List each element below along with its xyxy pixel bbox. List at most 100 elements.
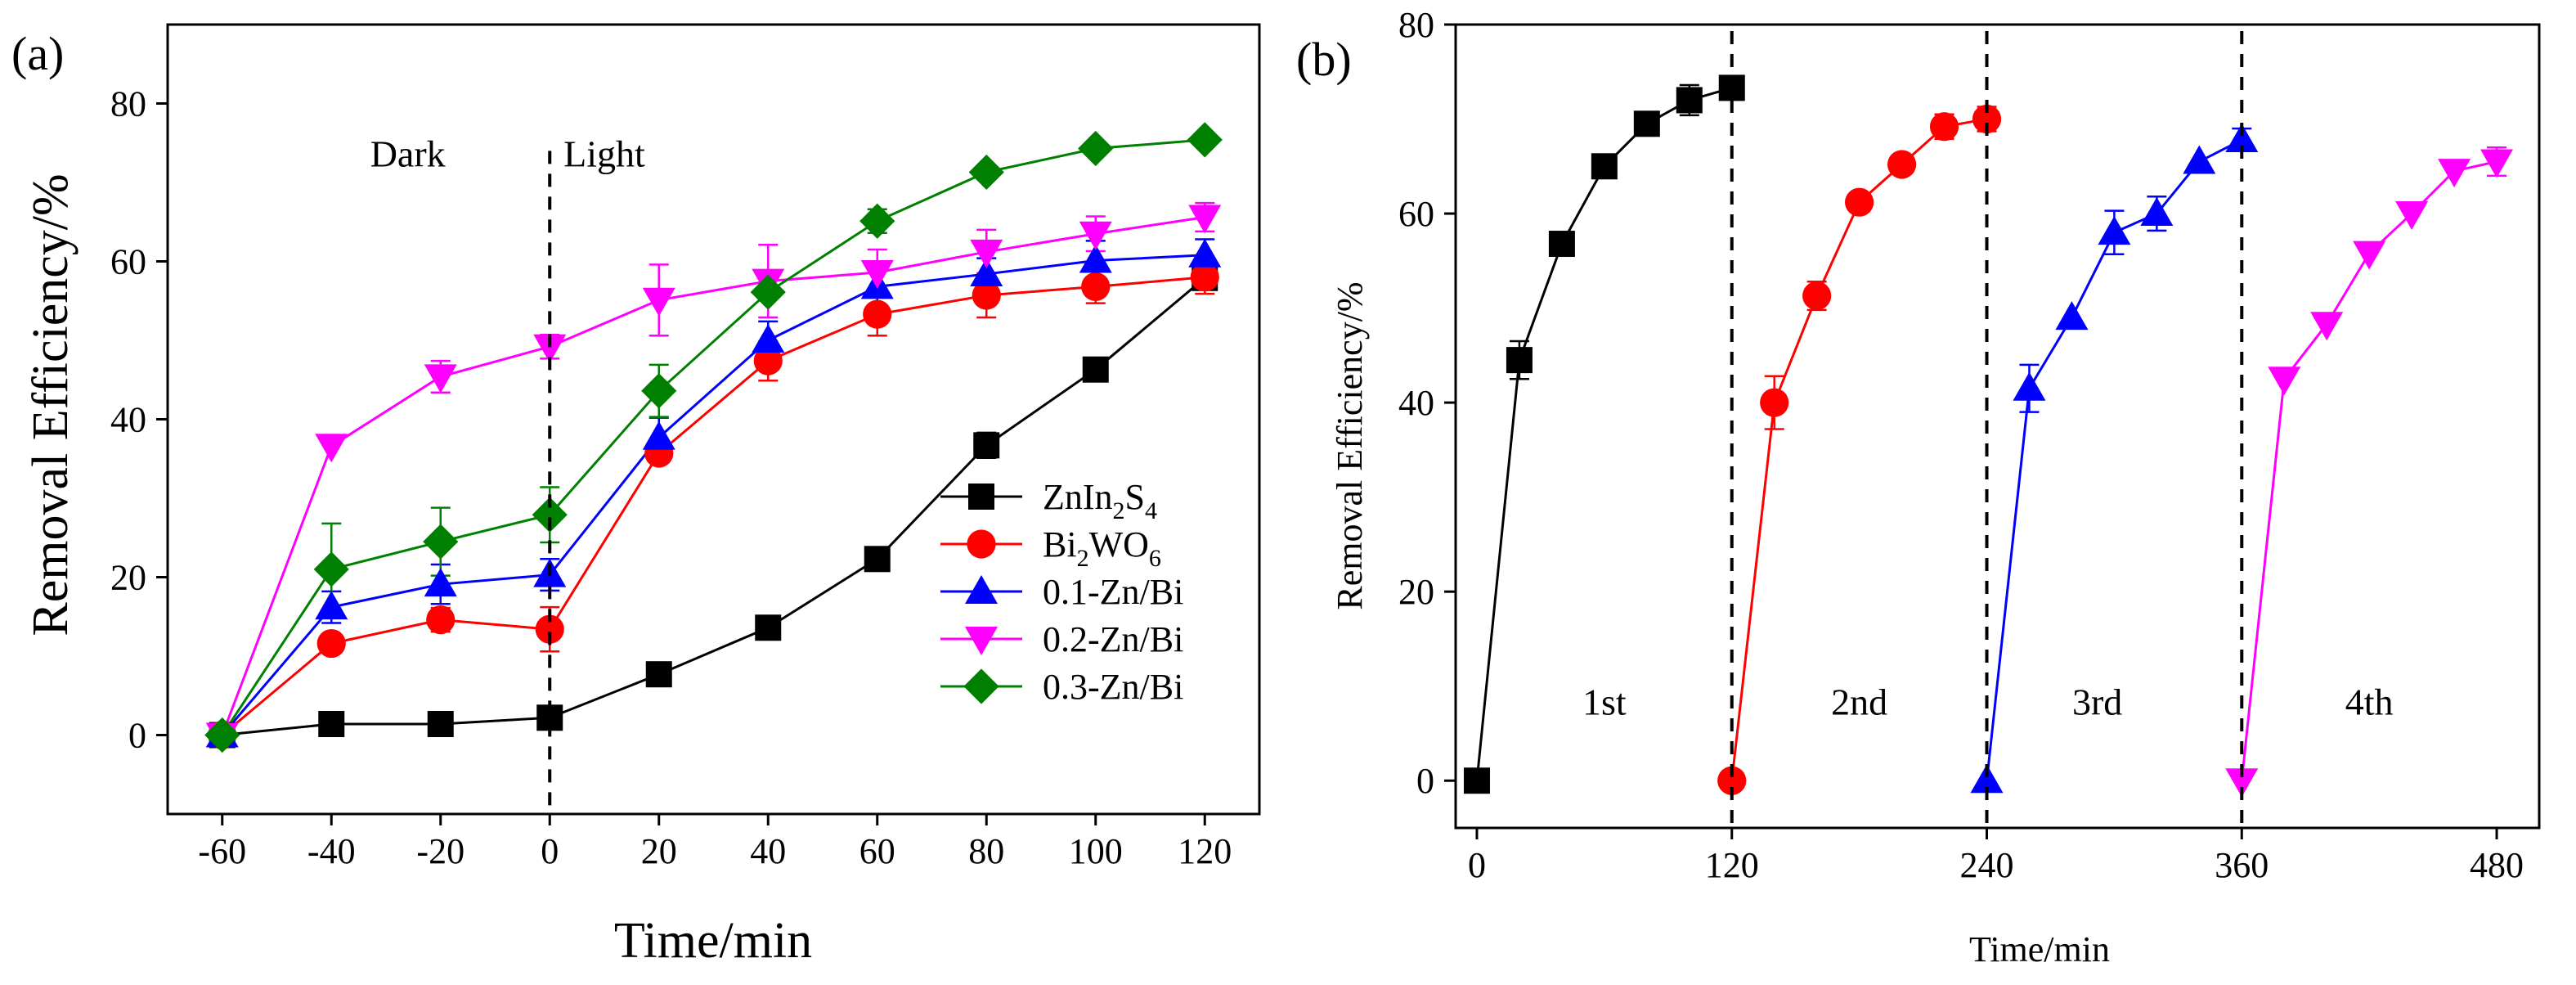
b-y-tick-label: 20 <box>1398 572 1434 612</box>
a-legend-marker-1 <box>967 529 996 559</box>
a-legend-label-1: Bi2WO6 <box>1043 524 1161 572</box>
a-x-tick-label: -60 <box>198 831 246 871</box>
a-annotation-dark: Dark <box>370 133 446 175</box>
b-marker-1 <box>1717 766 1747 795</box>
b-annotation-1st: 1st <box>1582 681 1627 722</box>
b-marker-2 <box>2055 301 2089 331</box>
a-y-tick-label: 60 <box>110 242 146 282</box>
a-marker-3 <box>860 260 894 290</box>
a-legend-label-3: 0.2-Zn/Bi <box>1043 619 1183 659</box>
b-y-tick-label: 60 <box>1398 194 1434 234</box>
a-marker-0 <box>755 614 782 641</box>
b-marker-3 <box>2225 768 2259 798</box>
a-y-tick-label: 20 <box>110 558 146 598</box>
b-panel-label: (b) <box>1296 33 1352 86</box>
a-marker-0 <box>864 546 891 573</box>
a-legend-label-part: S <box>1125 477 1145 517</box>
a-marker-1 <box>972 281 1001 310</box>
a-legend-label-part: 0.3-Zn/Bi <box>1043 667 1183 707</box>
a-marker-4 <box>859 203 895 239</box>
a-marker-4 <box>750 274 786 310</box>
a-marker-4 <box>204 717 240 753</box>
b-marker-1 <box>1760 388 1789 417</box>
b-marker-2 <box>2140 197 2174 227</box>
a-marker-1 <box>863 299 892 329</box>
a-legend-marker-4 <box>963 668 999 704</box>
a-legend-label-part: WO <box>1089 524 1149 564</box>
b-y-tick-label: 80 <box>1398 5 1434 45</box>
a-marker-0 <box>427 710 454 737</box>
b-x-tick-label: 360 <box>2215 845 2269 885</box>
a-x-tick-label: -20 <box>416 831 464 871</box>
a-marker-2 <box>1079 244 1112 273</box>
a-marker-2 <box>970 257 1003 286</box>
b-markers <box>1463 74 2514 798</box>
b-marker-3 <box>2480 149 2514 178</box>
a-x-tick-label: 80 <box>968 831 1004 871</box>
a-legend-label-part: 2 <box>1113 497 1125 524</box>
b-marker-1 <box>1972 104 2002 134</box>
b-x-tick-label: 0 <box>1468 845 1486 885</box>
a-marker-1 <box>1081 272 1111 301</box>
a-x-tick-label: 120 <box>1178 831 1232 871</box>
b-marker-2 <box>2098 216 2131 245</box>
a-marker-0 <box>973 432 1000 459</box>
b-marker-1 <box>1887 150 1917 179</box>
a-legend-label-part: 0.2-Zn/Bi <box>1043 619 1183 659</box>
a-marker-4 <box>1187 122 1223 158</box>
b-marker-1 <box>1845 187 1874 217</box>
a-x-tick-label: 40 <box>750 831 786 871</box>
a-series-line-1 <box>221 276 1205 736</box>
a-legend-label-0: ZnIn2S4 <box>1043 477 1157 524</box>
b-plot-frame <box>1454 23 2541 830</box>
a-marker-3 <box>1079 221 1112 250</box>
a-panel-label: (a) <box>11 27 64 80</box>
b-axes: 0 120 240 360 480 0 20 40 60 80 <box>1398 5 2541 885</box>
a-x-tick-label: -40 <box>307 831 356 871</box>
b-x-axis-title: Time/min <box>1969 929 2110 969</box>
a-series-line-4 <box>221 138 1205 736</box>
a-legend-marker-3 <box>965 627 998 655</box>
b-divider-group <box>1730 31 2244 828</box>
a-legend-label-2: 0.1-Zn/Bi <box>1043 572 1183 612</box>
a-x-tick-label: 60 <box>859 831 895 871</box>
b-y-axis-title: Removal Efficiency/% <box>1330 281 1370 609</box>
a-series-line-3 <box>221 215 1205 736</box>
b-marker-1 <box>1929 112 1959 142</box>
a-legend-marker-0 <box>968 484 994 510</box>
b-marker-3 <box>2395 201 2429 231</box>
a-legend-label-part: Bi <box>1043 524 1077 564</box>
b-annotation-2nd: 2nd <box>1831 681 1887 722</box>
b-marker-2 <box>1970 764 2004 794</box>
a-marker-0 <box>318 710 345 737</box>
b-marker-0 <box>1548 231 1575 258</box>
a-legend-label-part: 2 <box>1077 545 1089 572</box>
a-y-tick-label: 40 <box>110 400 146 440</box>
a-series-lines <box>221 138 1206 736</box>
a-x-tick-label: 20 <box>641 831 677 871</box>
b-marker-1 <box>1802 281 1832 311</box>
a-legend-label-4: 0.3-Zn/Bi <box>1043 667 1183 707</box>
b-marker-3 <box>2268 367 2301 396</box>
a-marker-2 <box>642 421 675 450</box>
a-marker-1 <box>426 605 456 635</box>
a-legend-marker-2 <box>965 575 998 604</box>
a-legend-label-part: 6 <box>1149 545 1161 572</box>
a-marker-3 <box>642 287 675 317</box>
a-marker-4 <box>1078 130 1114 167</box>
a-marker-0 <box>645 661 672 688</box>
a-marker-3 <box>533 334 567 363</box>
a-axes: -60 -40 -20 0 20 40 60 80 100 120 0 20 40 60 80 <box>110 23 1261 871</box>
b-marker-2 <box>2225 123 2259 152</box>
a-marker-3 <box>315 434 348 463</box>
b-annotation-3rd: 3rd <box>2072 681 2122 722</box>
b-marker-2 <box>2013 371 2046 401</box>
a-marker-3 <box>424 364 457 394</box>
a-marker-2 <box>315 591 348 620</box>
a-x-tick-label: 0 <box>541 831 559 871</box>
a-y-tick-label: 80 <box>110 84 146 124</box>
a-legend-label-part: ZnIn <box>1043 477 1113 517</box>
a-marker-4 <box>532 497 568 533</box>
